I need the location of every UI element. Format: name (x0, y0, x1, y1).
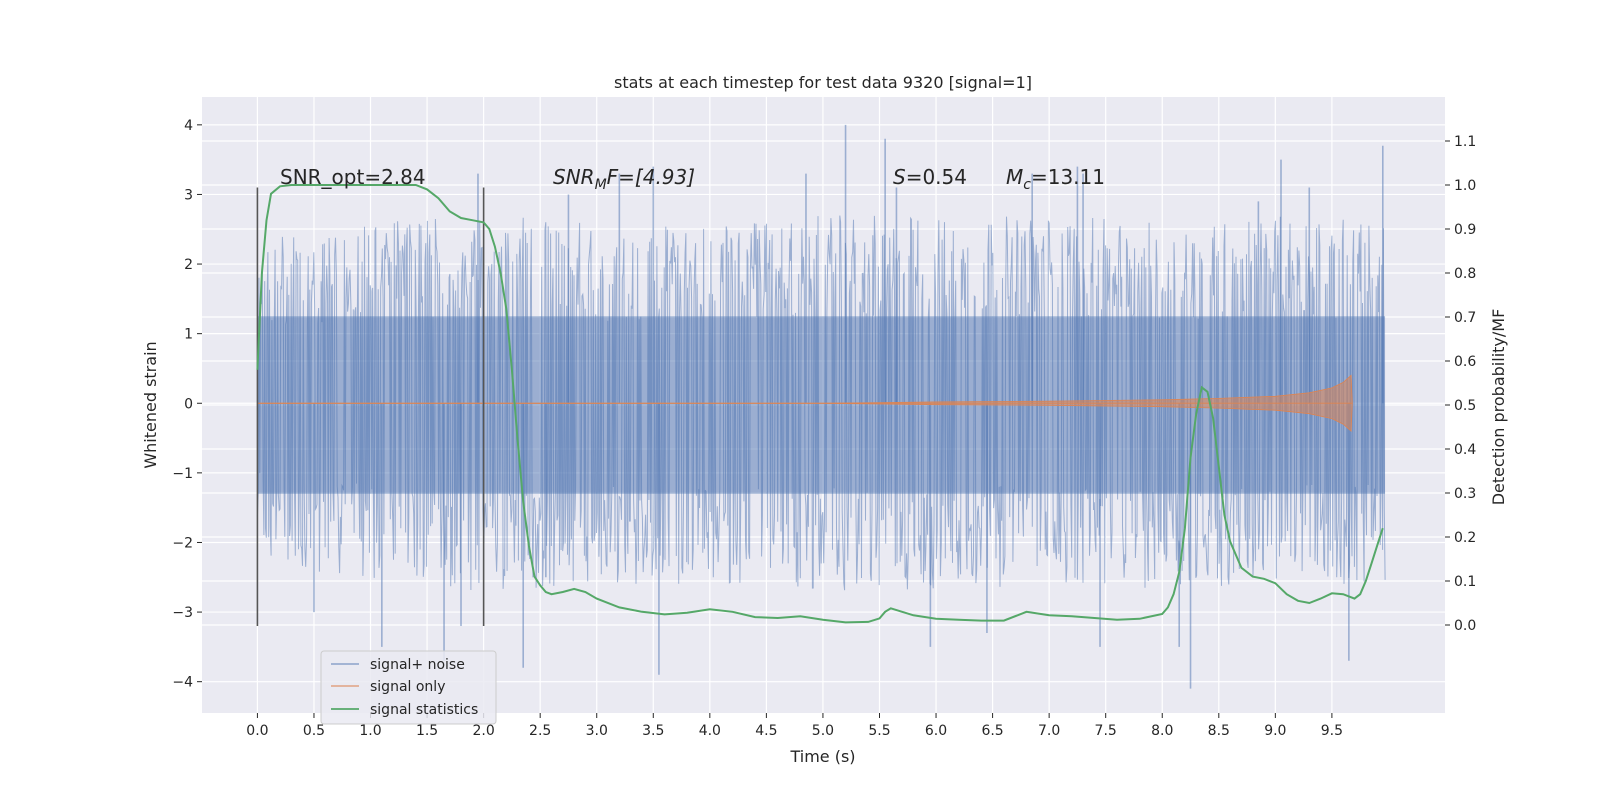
y-left-tick-label: 3 (184, 187, 193, 203)
y-left-tick-label: −1 (172, 466, 193, 482)
x-tick-label: 4.0 (699, 723, 721, 739)
series-signal-statistics (256, 184, 1384, 624)
y-right-tick-label: 0.3 (1454, 486, 1476, 502)
y-axis-title-left: Whitened strain (141, 341, 160, 468)
y-left-tick-label: −4 (172, 675, 193, 691)
y-right-tick-label: 0.9 (1454, 222, 1476, 238)
y-left-tick-label: 1 (184, 327, 193, 343)
x-tick-label: 1.0 (359, 723, 381, 739)
s-value: =0.54 (906, 165, 967, 189)
snr-mf-base: SNR (553, 165, 595, 189)
x-tick-label: 7.0 (1038, 723, 1060, 739)
data-layer (256, 124, 1386, 689)
y-right-tick-label: 1.1 (1454, 134, 1476, 150)
y-right-tick-label: 0.7 (1454, 310, 1476, 326)
y-left-tick-label: −2 (172, 535, 193, 551)
x-tick-label: 0.0 (246, 723, 268, 739)
x-tick-label: 2.5 (529, 723, 551, 739)
legend: signal+ noise signal only signal statist… (320, 650, 497, 725)
legend-label-signal-statistics: signal statistics (370, 702, 478, 718)
mc-value: =13.11 (1031, 165, 1105, 189)
y-right-tick-label: 0.5 (1454, 398, 1476, 414)
x-tick-label: 0.5 (303, 723, 325, 739)
x-tick-label: 6.0 (925, 723, 947, 739)
x-tick-label: 8.5 (1208, 723, 1230, 739)
y-left-tick-label: −3 (172, 605, 193, 621)
x-tick-label: 5.0 (812, 723, 834, 739)
x-tick-label: 9.5 (1321, 723, 1343, 739)
y-right-tick-label: 0.0 (1454, 618, 1476, 634)
x-tick-label: 5.5 (868, 723, 890, 739)
x-tick-label: 9.0 (1264, 723, 1286, 739)
x-tick-label: 2.0 (472, 723, 494, 739)
x-tick-label: 7.5 (1095, 723, 1117, 739)
x-tick-label: 3.0 (586, 723, 608, 739)
series-signal-only (257, 374, 1353, 432)
y-axis-title-right: Detection probability/MF (1489, 309, 1508, 506)
signal-noise-trace (256, 215, 1386, 591)
annotation-mc: Mc=13.11 (1006, 165, 1105, 193)
x-tick-label: 8.0 (1151, 723, 1173, 739)
s-variable: S (893, 165, 906, 189)
y-right-tick-label: 0.4 (1454, 442, 1476, 458)
legend-label-signal-noise: signal+ noise (370, 657, 465, 673)
y-right-tick-label: 0.8 (1454, 266, 1476, 282)
annotation-snr-mf: SNRMF=[4.93] (553, 165, 695, 193)
y-left-tick-label: 2 (184, 257, 193, 273)
snr-mf-sub: M (595, 177, 607, 193)
legend-label-signal-only: signal only (370, 679, 445, 695)
y-left-tick-label: 4 (184, 118, 193, 134)
y-left-tick-label: 0 (184, 396, 193, 412)
annotation-s: S=0.54 (893, 165, 967, 189)
y-right-tick-label: 0.1 (1454, 574, 1476, 590)
y-right-tick-label: 1.0 (1454, 178, 1476, 194)
mc-base: M (1006, 165, 1023, 189)
x-axis-title: Time (s) (789, 747, 855, 766)
y-right-tick-label: 0.2 (1454, 530, 1476, 546)
y-right-tick-label: 0.6 (1454, 354, 1476, 370)
legend-box (320, 650, 497, 725)
mc-sub: c (1023, 177, 1031, 193)
snr-mf-rest: F=[4.93] (607, 165, 695, 189)
x-tick-label: 3.5 (642, 723, 664, 739)
chart-title: stats at each timestep for test data 932… (614, 73, 1032, 92)
signal-only-chirp (257, 374, 1353, 432)
x-tick-label: 6.5 (981, 723, 1003, 739)
x-tick-label: 1.5 (416, 723, 438, 739)
annotation-snr-opt: SNR_opt=2.84 (280, 165, 426, 189)
x-tick-label: 4.5 (755, 723, 777, 739)
axes: 0.0 0.5 1.0 1.5 2.0 2.5 3.0 3.5 4.0 4.5 5.0 5.5 6.0 6… (172, 118, 1476, 739)
